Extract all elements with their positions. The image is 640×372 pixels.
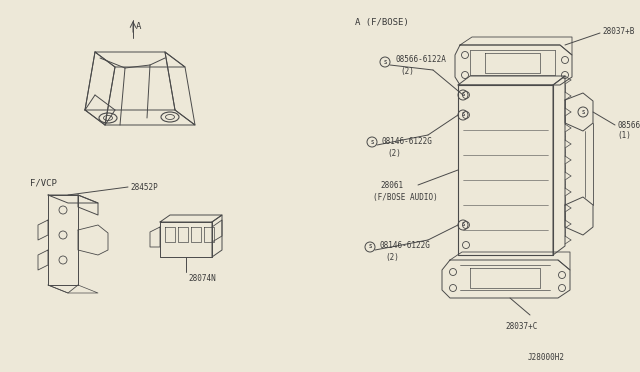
Text: 08566-6122A: 08566-6122A — [395, 55, 446, 64]
Text: (2): (2) — [385, 253, 399, 262]
Text: S: S — [461, 93, 465, 97]
Text: 28074N: 28074N — [188, 274, 216, 283]
Text: (F/BOSE AUDIO): (F/BOSE AUDIO) — [373, 193, 438, 202]
Text: F/VCP: F/VCP — [30, 178, 57, 187]
Text: 28037+C: 28037+C — [505, 322, 538, 331]
Text: (1): (1) — [617, 131, 631, 140]
Text: A (F/BOSE): A (F/BOSE) — [355, 18, 409, 27]
Text: 28061: 28061 — [380, 181, 403, 190]
Text: (2): (2) — [387, 149, 401, 158]
Text: S: S — [581, 109, 584, 115]
Text: S: S — [371, 140, 374, 144]
Text: A: A — [136, 22, 141, 31]
Text: 28452P: 28452P — [130, 183, 157, 192]
Text: 28037+B: 28037+B — [602, 27, 634, 36]
Text: (2): (2) — [400, 67, 414, 76]
Text: 08566-6162A: 08566-6162A — [617, 121, 640, 130]
Text: J28000H2: J28000H2 — [528, 353, 565, 362]
Text: 08146-6122G: 08146-6122G — [382, 137, 433, 146]
Text: S: S — [461, 112, 465, 118]
Text: S: S — [383, 60, 387, 64]
Text: S: S — [369, 244, 372, 250]
Text: 08146-6122G: 08146-6122G — [380, 241, 431, 250]
Text: S: S — [461, 222, 465, 228]
